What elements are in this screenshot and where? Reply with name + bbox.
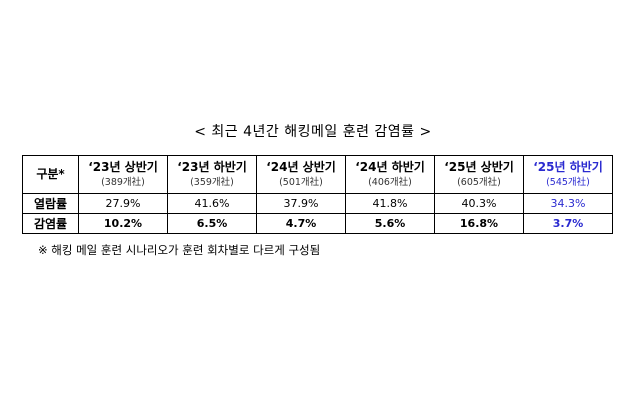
infection-rate-table: 구분* ‘23년 상반기 (389개社) ‘23년 하반기 (359개社) ‘24년… bbox=[22, 155, 613, 234]
column-header-highlight: ‘25년 하반기 (545개社) bbox=[523, 155, 613, 194]
company-count: (359개社) bbox=[190, 176, 234, 188]
period-label: ‘25년 하반기 bbox=[533, 159, 603, 174]
company-count: (545개社) bbox=[546, 176, 590, 188]
cell: 5.6% bbox=[345, 213, 435, 234]
row-label: 열람률 bbox=[22, 193, 79, 214]
cell: 37.9% bbox=[256, 193, 346, 214]
table-title: < 최근 4년간 해킹메일 훈련 감염률 > bbox=[194, 124, 432, 140]
period-label: ‘25년 상반기 bbox=[444, 159, 514, 174]
company-count: (406개社) bbox=[368, 176, 412, 188]
company-count: (605개社) bbox=[457, 176, 501, 188]
cell: 16.8% bbox=[434, 213, 524, 234]
cell: 6.5% bbox=[167, 213, 257, 234]
cell: 27.9% bbox=[78, 193, 168, 214]
column-header: ‘23년 하반기 (359개社) bbox=[167, 155, 257, 194]
period-label: ‘24년 상반기 bbox=[266, 159, 336, 174]
footnote: ※ 해킹 메일 훈련 시나리오가 훈련 회차별로 다르게 구성됨 bbox=[38, 243, 321, 257]
column-header: ‘25년 상반기 (605개社) bbox=[434, 155, 524, 194]
cell: 41.6% bbox=[167, 193, 257, 214]
column-header: ‘23년 상반기 (389개社) bbox=[78, 155, 168, 194]
cell: 4.7% bbox=[256, 213, 346, 234]
cell: 40.3% bbox=[434, 193, 524, 214]
company-count: (389개社) bbox=[101, 176, 145, 188]
column-header: ‘24년 상반기 (501개社) bbox=[256, 155, 346, 194]
period-label: ‘24년 하반기 bbox=[355, 159, 425, 174]
company-count: (501개社) bbox=[279, 176, 323, 188]
table-row-open-rate: 열람률 27.9% 41.6% 37.9% 41.8% 40.3% 34.3% bbox=[22, 193, 613, 214]
period-label: ‘23년 하반기 bbox=[177, 159, 247, 174]
table-row-infection-rate: 감염률 10.2% 6.5% 4.7% 5.6% 16.8% 3.7% bbox=[22, 213, 613, 234]
corner-cell: 구분* bbox=[22, 155, 79, 194]
row-label: 감염률 bbox=[22, 213, 79, 234]
cell: 41.8% bbox=[345, 193, 435, 214]
cell-highlight: 34.3% bbox=[523, 193, 613, 214]
column-header: ‘24년 하반기 (406개社) bbox=[345, 155, 435, 194]
cell: 10.2% bbox=[78, 213, 168, 234]
period-label: ‘23년 상반기 bbox=[88, 159, 158, 174]
cell-highlight: 3.7% bbox=[523, 213, 613, 234]
header-row: 구분* ‘23년 상반기 (389개社) ‘23년 하반기 (359개社) ‘24년… bbox=[22, 155, 613, 194]
